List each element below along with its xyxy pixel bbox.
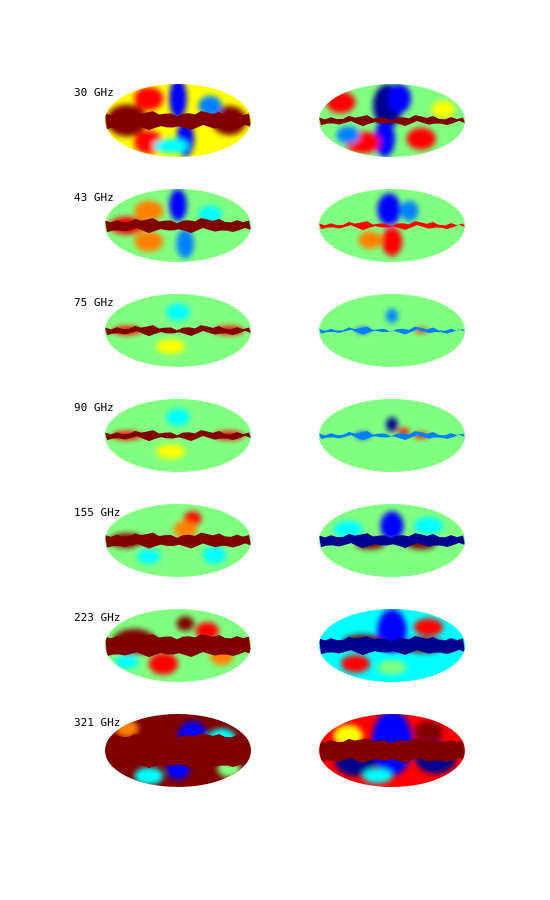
sky-feature <box>400 200 419 222</box>
frequency-label: 43 GHz <box>74 191 114 204</box>
sky-feature <box>413 517 444 535</box>
frequency-label: 75 GHz <box>74 296 114 309</box>
galactic-plane <box>105 532 251 549</box>
frequency-label: 223 GHz <box>74 611 121 624</box>
sky-feature <box>413 721 444 744</box>
sky-feature <box>176 616 195 631</box>
galactic-plane <box>319 636 465 656</box>
galactic-plane <box>319 221 465 231</box>
sky-feature <box>169 189 187 222</box>
galactic-plane <box>105 430 251 442</box>
sky-feature <box>173 520 197 539</box>
galactic-plane <box>105 634 251 658</box>
sky-map-intensity-4 <box>105 504 251 577</box>
sky-map-polarization-2 <box>319 294 465 367</box>
sky-map-intensity-2 <box>105 294 251 367</box>
sky-feature <box>358 231 382 249</box>
sky-feature <box>156 339 186 354</box>
sky-map-polarization-0 <box>319 84 465 157</box>
sky-feature <box>134 767 164 785</box>
sky-map-polarization-6 <box>319 714 465 787</box>
sky-feature <box>413 618 444 637</box>
sky-feature <box>202 546 227 564</box>
sky-feature <box>406 127 436 150</box>
sky-feature <box>137 549 161 564</box>
galactic-plane <box>319 326 465 335</box>
sky-map-polarization-4 <box>319 504 465 577</box>
galactic-plane <box>105 218 251 234</box>
sky-map-polarization-5 <box>319 609 465 682</box>
sky-map-intensity-3 <box>105 399 251 472</box>
sky-feature <box>333 520 363 539</box>
sky-feature <box>134 86 164 111</box>
galactic-plane <box>319 738 465 764</box>
frequency-label: 30 GHz <box>74 86 114 99</box>
sky-feature <box>387 84 411 114</box>
sky-feature <box>166 303 190 322</box>
sky-map-intensity-5 <box>105 609 251 682</box>
galactic-plane <box>105 111 251 131</box>
frequency-label: 155 GHz <box>74 506 121 519</box>
sky-feature <box>326 91 356 114</box>
galactic-plane <box>319 533 465 549</box>
sky-feature <box>156 444 186 459</box>
sky-feature <box>148 652 178 675</box>
sky-feature <box>386 417 398 432</box>
sky-feature <box>380 511 404 541</box>
galactic-plane <box>319 431 465 441</box>
sky-feature <box>362 768 392 784</box>
sky-feature <box>198 95 222 117</box>
frequency-label: 321 GHz <box>74 716 121 729</box>
sky-map-polarization-1 <box>319 189 465 262</box>
galactic-plane <box>105 325 251 337</box>
sky-map-intensity-6 <box>105 714 251 787</box>
sky-feature <box>431 100 455 119</box>
sky-feature <box>374 120 395 157</box>
galactic-plane <box>319 115 465 127</box>
sky-feature <box>386 308 398 324</box>
frequency-label: 90 GHz <box>74 401 114 414</box>
sky-feature <box>169 84 187 120</box>
sky-feature <box>166 408 190 427</box>
sky-map-polarization-3 <box>319 399 465 472</box>
sky-feature <box>176 229 195 259</box>
sky-feature <box>377 660 407 675</box>
sky-feature <box>340 654 371 673</box>
sky-feature <box>377 193 401 226</box>
sky-feature <box>115 654 139 669</box>
sky-feature <box>381 226 403 257</box>
galactic-plane <box>105 733 251 769</box>
sky-feature <box>134 200 164 222</box>
sky-feature <box>336 126 360 144</box>
sky-feature <box>153 138 189 154</box>
sky-feature <box>134 231 164 252</box>
sky-map-intensity-0 <box>105 84 251 157</box>
sky-map-intensity-1 <box>105 189 251 262</box>
